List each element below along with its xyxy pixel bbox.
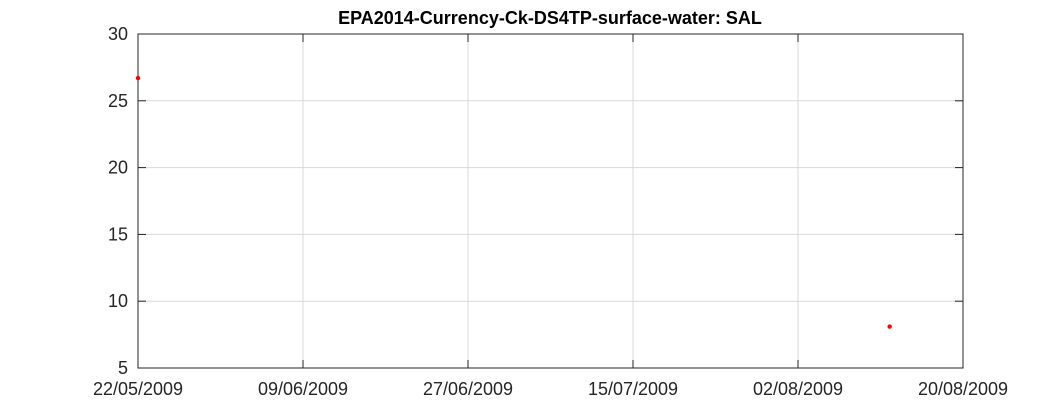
y-tick-label: 30: [108, 24, 128, 44]
y-tick-label: 25: [108, 91, 128, 111]
y-tick-label: 15: [108, 224, 128, 244]
chart-title: EPA2014-Currency-Ck-DS4TP-surface-water:…: [338, 8, 762, 28]
axis-ticks: 22/05/2009 09/06/2009 27/06/2009 15/07/2009…: [93, 24, 1008, 399]
data-point: [887, 324, 891, 328]
plot-area-frame: [138, 34, 963, 368]
data-point: [136, 76, 140, 80]
y-tick-label: 20: [108, 158, 128, 178]
y-tick-label: 10: [108, 291, 128, 311]
x-tick-label: 15/07/2009: [588, 379, 678, 399]
grid: [138, 34, 963, 368]
x-tick-label: 22/05/2009: [93, 379, 183, 399]
x-tick-label: 27/06/2009: [423, 379, 513, 399]
x-tick-label: 02/08/2009: [753, 379, 843, 399]
data-points: [136, 76, 892, 329]
y-tick-label: 5: [118, 358, 128, 378]
x-tick-label: 09/06/2009: [258, 379, 348, 399]
x-tick-label: 20/08/2009: [918, 379, 1008, 399]
